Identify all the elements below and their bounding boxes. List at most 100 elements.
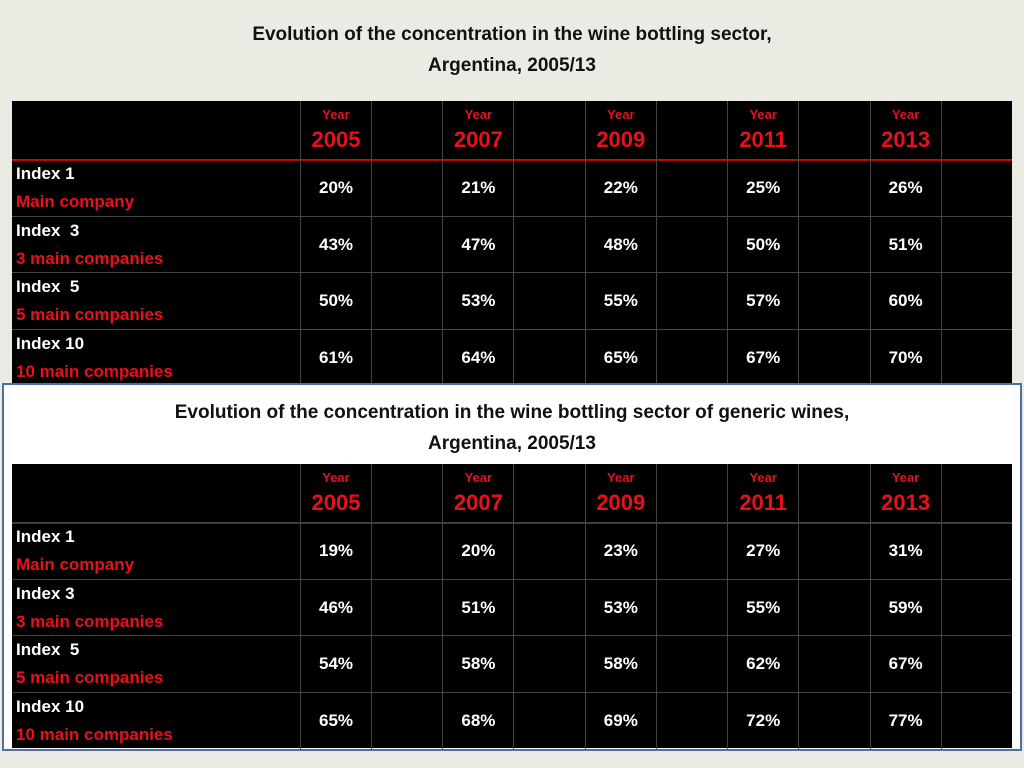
- empty-cell: [940, 160, 1012, 217]
- value: 26%: [888, 178, 923, 198]
- value: 77%: [888, 710, 923, 730]
- value-cell: 19%: [300, 523, 371, 580]
- empty-cell: [371, 101, 442, 159]
- empty-cell: [798, 523, 869, 580]
- year: 2013: [881, 127, 931, 152]
- table-row: Index 5 5 main companies 54% 58% 58% 62% 67%: [12, 635, 1012, 693]
- empty-cell: [371, 636, 442, 693]
- value: 61%: [318, 347, 354, 367]
- empty-cell: [798, 692, 869, 749]
- empty-cell: [798, 636, 869, 693]
- row-label-cell: Index 10 10 main companies: [12, 330, 300, 387]
- empty-cell: [513, 160, 584, 217]
- value: 23%: [603, 541, 638, 561]
- header-cell: Year 2007: [442, 101, 513, 159]
- value-cell: 62%: [727, 636, 798, 693]
- value: 57%: [746, 291, 781, 311]
- value-cell: 22%: [584, 160, 656, 217]
- row-name: Index 1: [16, 164, 75, 184]
- table: Year 2005 Year 2007 Year 2009 Year 2011 Year 2013…: [12, 464, 1012, 749]
- value-cell: 43%: [300, 216, 371, 273]
- value: 51%: [461, 597, 496, 617]
- title-line: Evolution of the concentration in the wi…: [252, 24, 772, 45]
- value-cell: 55%: [584, 273, 656, 330]
- year-label: Year: [607, 470, 635, 485]
- empty-cell: [371, 464, 442, 522]
- value-cell: 48%: [584, 216, 656, 273]
- header-label-cell: [12, 101, 300, 159]
- value: 53%: [461, 291, 496, 311]
- value-cell: 20%: [442, 523, 513, 580]
- empty-cell: [940, 579, 1012, 636]
- empty-cell: [940, 692, 1012, 749]
- value: 50%: [746, 234, 781, 254]
- year-label: Year: [749, 107, 777, 122]
- table-row: Index 5 5 main companies 50% 53% 55% 57% 60%: [12, 272, 1012, 330]
- empty-cell: [513, 216, 584, 273]
- header-row: Year 2005 Year 2007 Year 2009 Year 2011 Year 2013: [12, 101, 1012, 161]
- row-description: 3 main companies: [16, 248, 164, 268]
- value: 19%: [318, 541, 354, 561]
- empty-cell: [798, 579, 869, 636]
- empty-cell: [371, 273, 442, 330]
- empty-cell: [940, 216, 1012, 273]
- empty-cell: [513, 329, 584, 386]
- value-cell: 77%: [869, 692, 941, 749]
- empty-cell: [371, 329, 442, 386]
- value: 58%: [603, 654, 638, 674]
- value: 65%: [603, 347, 638, 367]
- header-cell: Year 2013: [869, 101, 941, 159]
- table-row: Index 3 3 main companies 43% 47% 48% 50% 51%: [12, 215, 1012, 273]
- value-cell: 58%: [584, 636, 656, 693]
- empty-cell: [655, 523, 727, 580]
- value-cell: 70%: [869, 329, 941, 386]
- value: 59%: [888, 597, 923, 617]
- table-row: Index 1 Main company 20% 21% 22% 25% 26%: [12, 159, 1012, 217]
- empty-cell: [371, 216, 442, 273]
- empty-cell: [513, 579, 584, 636]
- empty-cell: [655, 464, 727, 522]
- empty-cell: [371, 579, 442, 636]
- value: 69%: [603, 710, 638, 730]
- value-cell: 23%: [584, 523, 656, 580]
- empty-cell: [798, 464, 869, 522]
- row-description: 10 main companies: [16, 724, 173, 744]
- row-label-cell: Index 5 5 main companies: [12, 636, 300, 693]
- value: 67%: [888, 654, 923, 674]
- table: Year 2005 Year 2007 Year 2009 Year 2011 Year 2013…: [12, 101, 1012, 387]
- header-cell: Year 2011: [727, 101, 798, 159]
- value: 20%: [318, 178, 354, 198]
- header-row: Year 2005 Year 2007 Year 2009 Year 2011 Year 2013: [12, 464, 1012, 524]
- row-name: Index 3: [16, 583, 75, 603]
- row-description: 3 main companies: [16, 611, 164, 631]
- table-title: Evolution of the concentration in the wi…: [0, 19, 1024, 81]
- value: 53%: [603, 597, 638, 617]
- value: 65%: [318, 710, 354, 730]
- empty-cell: [798, 216, 869, 273]
- year: 2005: [311, 127, 361, 152]
- value: 47%: [461, 234, 496, 254]
- value-cell: 72%: [727, 692, 798, 749]
- year-label: Year: [464, 470, 493, 485]
- row-name: Index 1: [16, 527, 75, 547]
- row-label-cell: Index 1 Main company: [12, 523, 300, 580]
- year: 2011: [739, 490, 788, 515]
- value: 20%: [461, 541, 496, 561]
- table-row: Index 1 Main company 19% 20% 23% 27% 31%: [12, 522, 1012, 580]
- empty-cell: [371, 692, 442, 749]
- header-cell: Year 2009: [584, 464, 656, 522]
- empty-cell: [655, 636, 727, 693]
- value-cell: 26%: [869, 160, 941, 217]
- value-cell: 57%: [727, 273, 798, 330]
- value-cell: 61%: [300, 329, 371, 386]
- row-name: Index 10: [16, 696, 85, 716]
- header-cell: Year 2007: [442, 464, 513, 522]
- empty-cell: [655, 101, 727, 159]
- empty-cell: [655, 692, 727, 749]
- year-label: Year: [749, 470, 777, 485]
- empty-cell: [371, 160, 442, 217]
- empty-cell: [655, 216, 727, 273]
- table-row: Index 10 10 main companies 61% 64% 65% 67% 70%: [12, 328, 1012, 387]
- empty-cell: [798, 329, 869, 386]
